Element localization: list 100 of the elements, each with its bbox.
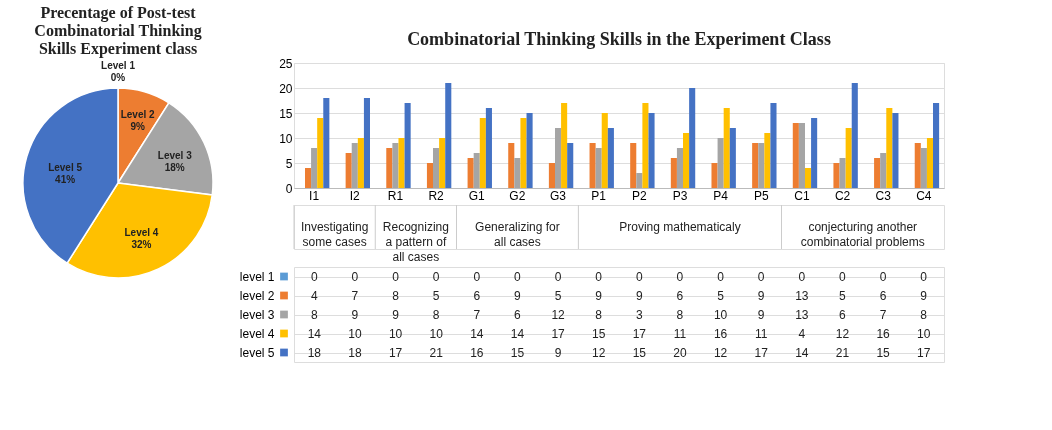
data-label: 10 (713, 307, 728, 322)
bar (683, 133, 690, 188)
data-label: 9 (351, 307, 359, 322)
data-label: 15 (876, 345, 891, 360)
data-label: 12 (835, 326, 850, 341)
bar (926, 138, 934, 188)
bar (351, 143, 358, 188)
data-label: 0 (351, 269, 359, 284)
bar (561, 103, 568, 188)
bar (914, 143, 921, 188)
data-label: 9 (554, 345, 562, 360)
data-label: 6 (473, 288, 481, 303)
bar (520, 118, 527, 188)
data-label: 0 (839, 269, 847, 284)
data-label: 0 (920, 269, 928, 284)
bar (345, 153, 352, 188)
data-label: 0 (798, 269, 806, 284)
category-label: Level 1 (101, 60, 135, 71)
text: Proving mathematicaly (619, 220, 741, 234)
bar (479, 118, 486, 188)
bar (323, 98, 330, 188)
data-label: 9 (920, 288, 928, 303)
data-label: 0 (717, 269, 725, 284)
bar (729, 128, 736, 188)
y-tick-label: 15 (279, 106, 293, 121)
bar (439, 138, 446, 188)
bar (886, 108, 893, 188)
slice-label: Level 2 (120, 109, 155, 121)
data-label: 17 (754, 345, 769, 360)
data-label: 16 (470, 345, 484, 360)
data-label: 0 (595, 269, 603, 284)
data-label: 9 (595, 288, 603, 303)
data-label: 10 (388, 326, 403, 341)
data-label: 15 (632, 345, 647, 360)
x-tick-label: G3 (550, 188, 567, 203)
data-label: 0 (635, 269, 643, 284)
y-tick-label: 20 (279, 81, 293, 96)
x-tick-label: C3 (875, 188, 892, 203)
bar (764, 133, 771, 188)
data-label: 9 (757, 307, 765, 322)
data-label: 0 (392, 269, 400, 284)
data-label: 14 (510, 326, 525, 341)
data-label: 11 (754, 326, 768, 341)
data-label: 4 (798, 326, 806, 341)
data-label: 9 (392, 307, 400, 322)
x-tick-label: P1 (591, 188, 607, 203)
bar (792, 123, 799, 188)
data-label: 5 (554, 288, 562, 303)
data-label: 9% (130, 121, 145, 133)
data-label: 32% (131, 238, 152, 250)
bar (798, 123, 805, 188)
bar (845, 128, 852, 188)
bar (607, 128, 614, 188)
bar (723, 108, 730, 188)
bar (508, 143, 515, 188)
bar (304, 168, 312, 188)
data-label: 8 (676, 307, 684, 322)
data-label: 8 (595, 307, 603, 322)
data-label: 6 (514, 307, 522, 322)
bar (567, 143, 574, 188)
data-label: 5 (717, 288, 725, 303)
bar (833, 163, 840, 188)
data-label: 13 (795, 288, 809, 303)
bar (595, 148, 602, 188)
slice-label: Level 4 (124, 226, 159, 238)
bar (601, 113, 608, 188)
bar (711, 163, 718, 188)
data-label: 14 (795, 345, 809, 360)
data-label: 21 (835, 345, 850, 360)
data-label: 0 (432, 269, 440, 284)
data-label: 21 (429, 345, 444, 360)
bar (386, 148, 393, 188)
bar (676, 148, 684, 188)
data-label: 12 (551, 307, 566, 322)
data-label: 16 (713, 326, 728, 341)
bar (811, 118, 818, 188)
y-tick-label: 25 (279, 56, 293, 71)
bar (689, 88, 696, 188)
bar (317, 118, 324, 188)
data-label: 8 (392, 288, 400, 303)
bar (636, 173, 643, 188)
data-label: 0 (757, 269, 765, 284)
bar (589, 143, 596, 188)
y-tick-label: 5 (285, 156, 293, 171)
data-label: 0 (879, 269, 887, 284)
data-label: 7 (473, 307, 481, 322)
data-label: 18 (307, 345, 322, 360)
bar (548, 163, 555, 188)
data-label: 0 (554, 269, 562, 284)
data-label: 4 (310, 288, 318, 303)
slice-label: Level 3 (157, 150, 193, 162)
data-label: 8 (310, 307, 318, 322)
data-label: 7 (879, 307, 887, 322)
bar (485, 108, 492, 188)
legend-label: level 2 (239, 289, 275, 303)
bar (670, 158, 677, 188)
bar (874, 158, 881, 188)
data-label: 17 (551, 326, 566, 341)
data-label: 10 (429, 326, 444, 341)
bar (514, 158, 521, 188)
